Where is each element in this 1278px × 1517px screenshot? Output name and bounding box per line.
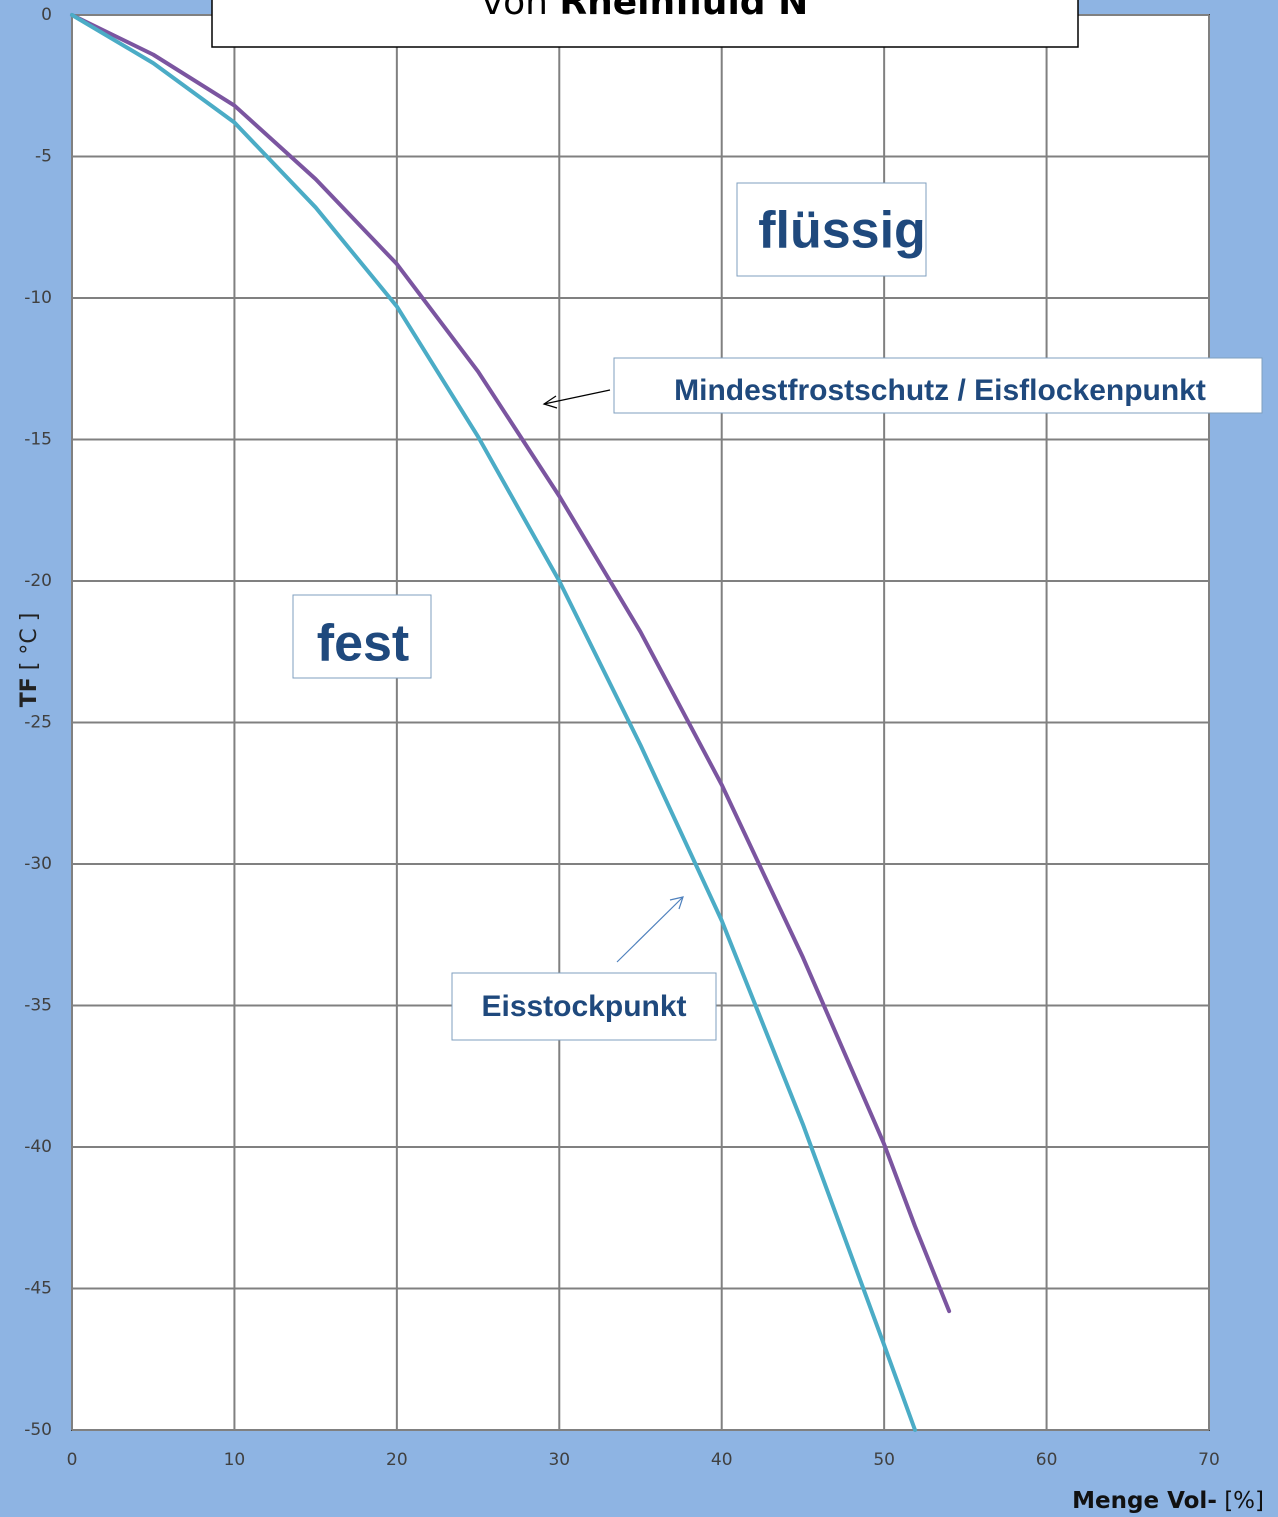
y-tick-label: -35 [24,996,52,1016]
y-tick-label: -15 [24,430,52,450]
label-part: Menge Vol- [1072,1488,1217,1514]
y-tick-label: -30 [24,854,52,874]
label-part: [%] [1224,1488,1264,1514]
line-series [70,13,952,1314]
y-tick-label: -10 [24,288,52,308]
x-tick-label: 70 [1198,1450,1220,1470]
arrow [616,896,684,963]
y-axis-label: TF [ °C ] [17,613,42,708]
x-tick-label: 30 [548,1450,570,1470]
x-tick-label: 60 [1036,1450,1058,1470]
y-tick-label: -25 [24,713,52,733]
x-tick-label: 40 [711,1450,733,1470]
arrow-head [669,896,684,910]
line-series [70,13,918,1432]
legend-label: Mindestfrostschutz / Eisflockenpunkt [674,374,1206,407]
y-tick-label: -5 [35,147,52,167]
legend-box [613,357,1263,414]
title-part: Rheinfluid N [559,0,808,23]
annotation-box [736,182,927,277]
arrow [543,389,611,405]
x-tick-label: 10 [224,1450,246,1470]
legend-box [451,972,717,1041]
legend-label: Eisstockpunkt [481,990,686,1023]
annotation-box [292,594,432,679]
label-part: [ °C ] [17,613,42,671]
chart-title: von Rheinfluid N [482,0,808,23]
y-tick-label: 0 [41,5,52,25]
arrow-head [542,395,558,409]
x-tick-label: 0 [67,1450,78,1470]
y-tick-label: -40 [24,1137,52,1157]
y-tick-label: -45 [24,1279,52,1299]
x-tick-label: 20 [386,1450,408,1470]
annotation: fest [317,615,409,673]
y-tick-label: -50 [24,1420,52,1440]
title-box [211,0,1079,48]
x-axis-label: Menge Vol- [%] [1072,1488,1264,1514]
annotation: flüssig [758,202,926,260]
label-part: TF [17,677,42,707]
title-part: von [482,0,548,23]
lines [70,13,952,1432]
y-tick-label: -20 [24,571,52,591]
x-tick-label: 50 [873,1450,895,1470]
